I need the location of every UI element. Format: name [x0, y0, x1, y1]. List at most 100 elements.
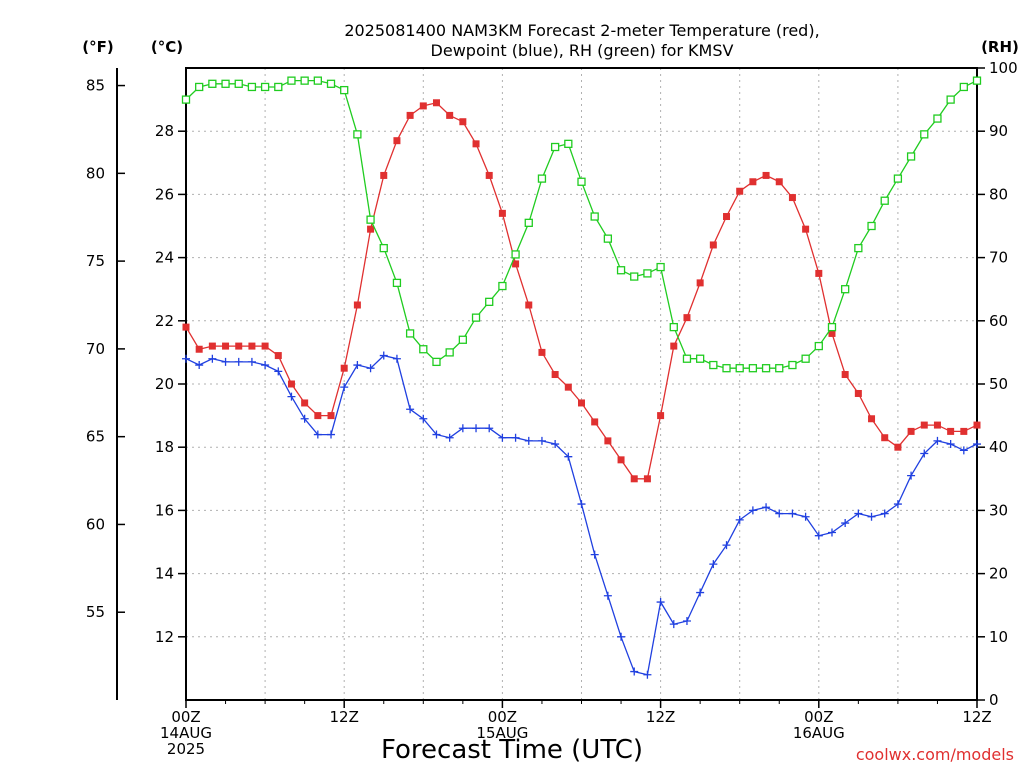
fahrenheit-tick-label: 85 — [86, 77, 105, 95]
rh-point — [353, 130, 362, 139]
rh-point — [274, 82, 283, 92]
dewpoint-point — [682, 617, 691, 625]
credit-link[interactable]: coolwx.com/models — [856, 745, 1014, 764]
dewpoint-point — [946, 440, 955, 449]
temperature-point — [578, 399, 585, 407]
rh-point — [748, 364, 758, 373]
temperature-point — [446, 111, 454, 119]
x-tick-label: 12Z — [646, 708, 675, 726]
rh-point — [788, 360, 797, 370]
temperature-point — [604, 437, 612, 445]
dewpoint-point — [735, 515, 744, 524]
dewpoint-point — [300, 414, 309, 423]
dewpoint-point — [234, 357, 243, 366]
axes — [116, 67, 985, 708]
dewpoint-point — [524, 436, 533, 445]
dewpoint-point — [617, 632, 626, 641]
fahrenheit-tick-label: 65 — [86, 428, 105, 446]
dewpoint-point — [775, 509, 784, 518]
dewpoint-point — [841, 519, 850, 528]
dewpoint-point — [880, 509, 889, 518]
dewpoint-point — [458, 424, 467, 433]
rh-point — [827, 322, 837, 332]
dewpoint-point — [603, 591, 612, 600]
rh-point — [366, 215, 375, 224]
rh-point — [854, 243, 863, 253]
dewpoint-point — [208, 354, 217, 363]
temperature-point — [736, 187, 744, 195]
series-dewpoint — [182, 351, 981, 679]
temperature-point — [472, 140, 480, 148]
x-tick-label: 16AUG — [793, 724, 845, 742]
dewpoint-point — [221, 357, 230, 366]
rh-point — [247, 82, 257, 92]
dewpoint-point — [788, 509, 797, 518]
celsius-tick-label: 18 — [155, 438, 174, 456]
rh-point — [616, 266, 626, 275]
dewpoint-point — [366, 364, 375, 373]
celsius-tick-label: 20 — [155, 375, 174, 393]
rh-point — [181, 95, 191, 104]
dewpoint-point — [287, 392, 296, 401]
temperature-point — [657, 412, 665, 420]
rh-point — [445, 348, 454, 357]
rh-point — [630, 272, 639, 281]
rh-point — [221, 79, 230, 88]
x-axis-title: Forecast Time (UTC) — [381, 735, 643, 765]
x-tick-label: 12Z — [330, 708, 359, 726]
rh-point — [524, 218, 533, 227]
dewpoint-point — [247, 357, 256, 366]
dewpoint-point — [274, 367, 283, 376]
temperature-point — [591, 418, 599, 426]
temperature-point — [947, 427, 955, 435]
rh-point — [643, 269, 652, 278]
dewpoint-point — [498, 433, 507, 442]
rh-tick-label: 90 — [989, 122, 1008, 140]
temperature-point — [643, 475, 651, 483]
rh-point — [880, 196, 889, 205]
rh-point — [405, 329, 415, 338]
temperature-point — [274, 352, 282, 360]
dewpoint-point — [907, 471, 916, 480]
rh-point — [775, 364, 784, 373]
rh-point — [234, 79, 243, 88]
dewpoint-point — [261, 361, 270, 370]
dewpoint-point — [313, 430, 322, 439]
dewpoint-point — [959, 446, 968, 455]
dewpoint-point — [406, 405, 415, 414]
dewpoint-point — [696, 588, 705, 597]
dewpoint-point — [762, 503, 771, 512]
x-tick-label: 00Z — [488, 708, 517, 726]
temperature-point — [828, 329, 836, 337]
dewpoint-point — [327, 430, 336, 439]
rh-point — [590, 212, 599, 221]
temperature-point — [459, 118, 467, 126]
rh-point — [814, 341, 823, 351]
dewpoint-point — [551, 440, 560, 449]
temperature-point — [327, 412, 335, 420]
temperature-point — [538, 348, 546, 356]
temperature-point — [802, 225, 810, 233]
temperature-point — [933, 421, 941, 429]
dewpoint-point — [973, 440, 981, 449]
rh-point — [603, 234, 613, 243]
temperature-point — [960, 427, 968, 435]
series-rh — [181, 76, 982, 373]
dewpoint-point — [564, 452, 573, 461]
celsius-unit-label: (°C) — [151, 38, 183, 56]
rh-point — [577, 177, 586, 186]
fahrenheit-tick-label: 80 — [86, 164, 105, 182]
rh-point — [511, 250, 520, 259]
temperature-point — [301, 399, 309, 407]
rh-point — [920, 130, 929, 139]
rh-point — [564, 139, 573, 148]
temperature-point — [723, 213, 731, 221]
temperature-point — [406, 111, 414, 119]
rh-point — [326, 79, 336, 88]
dewpoint-point — [709, 560, 718, 569]
rh-point — [432, 357, 441, 367]
x-tick-label: 00Z — [171, 708, 200, 726]
rh-point — [841, 285, 850, 294]
dewpoint-point — [656, 598, 665, 607]
